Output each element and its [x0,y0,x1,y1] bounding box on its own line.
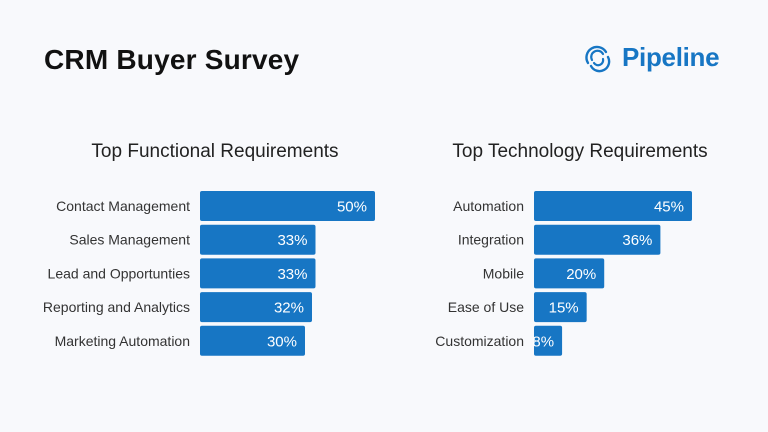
category-label-1-1: Integration [458,232,524,248]
value-label-1-0: 45% [654,199,684,216]
bar-1-4 [534,325,563,356]
technology-requirements-chart: Automation 45% Integration 36% Mobile 20% Ease… [435,191,692,356]
bar-0-1 [200,224,316,255]
bar-1-1 [534,224,661,255]
category-label-0-3: Reporting and Analytics [43,299,190,315]
chart-title-functional: Top Functional Requirements [91,141,339,162]
bar-0-2 [200,258,316,289]
bar-1-2 [534,258,605,289]
chart-title-technology: Top Technology Requirements [452,141,708,162]
category-label-1-0: Automation [453,198,524,214]
bar-0-4 [200,325,305,356]
pipeline-logo-icon [585,45,611,72]
value-label-1-1: 36% [622,232,652,249]
value-label-0-1: 33% [277,232,307,249]
bar-0-0 [200,191,375,221]
value-label-0-3: 32% [274,300,304,317]
category-label-1-2: Mobile [483,265,524,281]
value-label-0-2: 33% [277,266,307,283]
brand-logo: Pipeline [582,42,720,73]
bar-1-3 [534,292,587,323]
bar-0-3 [200,292,312,323]
category-label-0-2: Lead and Opportunties [48,265,190,281]
category-label-0-1: Sales Management [69,232,190,248]
value-label-0-4: 30% [267,333,297,350]
category-label-1-4: Customization [435,333,524,349]
functional-requirements-chart: Contact Management 50% Sales Management 33%… [43,191,375,356]
value-label-1-2: 20% [566,266,596,283]
value-label-1-3: 15% [549,300,579,317]
brand-name: Pipeline [622,42,720,72]
category-label-0-4: Marketing Automation [55,333,190,349]
page-title: CRM Buyer Survey [44,44,300,75]
value-label-1-4: 8% [532,333,554,350]
value-label-0-0: 50% [337,199,367,216]
category-label-1-3: Ease of Use [448,299,524,315]
bar-1-0 [534,191,692,221]
category-label-0-0: Contact Management [56,198,190,214]
